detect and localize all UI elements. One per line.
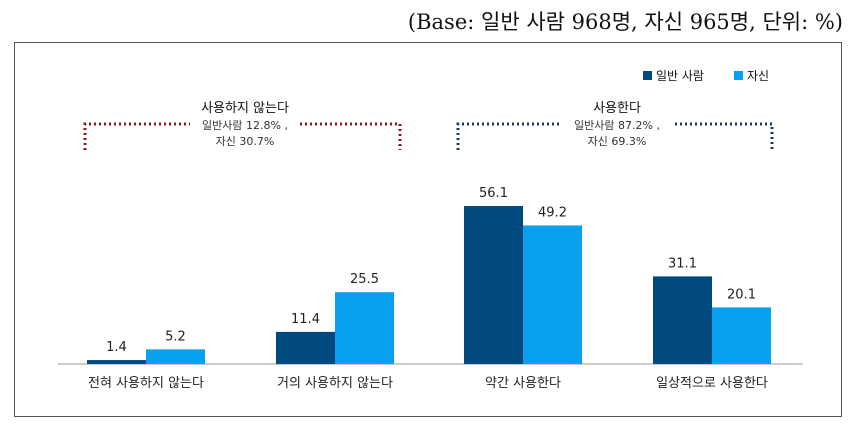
bracket-use xyxy=(456,122,774,150)
value-label-general-3: 31.1 xyxy=(668,256,697,271)
value-label-self-2: 49.2 xyxy=(538,205,567,220)
annotation-use-title: 사용한다 xyxy=(593,101,641,116)
value-label-general-0: 1.4 xyxy=(106,340,127,355)
category-label-3: 일상적으로 사용한다 xyxy=(656,376,768,391)
value-label-self-0: 5.2 xyxy=(165,329,186,344)
bracket-no-use xyxy=(83,122,402,150)
annotation-no-use-line1: 일반사람 12.8% , xyxy=(202,118,288,132)
category-label-1: 거의 사용하지 않는다 xyxy=(277,376,393,391)
annotation-no-use: 사용하지 않는다 일반사람 12.8% , 자신 30.7% xyxy=(83,101,402,150)
annotation-no-use-title: 사용하지 않는다 xyxy=(201,101,289,116)
value-labels-group: 1.4 5.2 11.4 25.5 56.1 49.2 31.1 20.1 xyxy=(106,186,756,355)
bar-self-0 xyxy=(146,349,205,364)
bar-general-0 xyxy=(87,360,146,364)
annotation-use: 사용한다 일반사람 87.2% , 자신 69.3% xyxy=(456,101,774,150)
value-label-self-1: 25.5 xyxy=(350,272,379,287)
annotation-use-line1: 일반사람 87.2% , xyxy=(574,118,660,132)
bar-general-2 xyxy=(464,206,523,364)
legend-label-self: 자신 xyxy=(747,69,769,83)
legend-swatch-general xyxy=(643,71,652,80)
legend: 일반 사람 자신 xyxy=(643,69,769,83)
annotation-use-line2: 자신 69.3% xyxy=(588,135,647,148)
annotation-no-use-line2: 자신 30.7% xyxy=(216,135,275,148)
bar-general-1 xyxy=(276,331,335,364)
category-label-0: 전혀 사용하지 않는다 xyxy=(88,376,204,391)
bar-self-2 xyxy=(523,225,582,364)
legend-label-general: 일반 사람 xyxy=(656,69,704,83)
base-note: (Base: 일반 사람 968명, 자신 965명, 단위: %) xyxy=(407,10,843,34)
bars-group xyxy=(87,206,771,364)
category-labels-group: 전혀 사용하지 않는다 거의 사용하지 않는다 약간 사용한다 일상적으로 사용한다 xyxy=(88,376,768,391)
category-label-2: 약간 사용한다 xyxy=(485,376,561,391)
value-label-general-1: 11.4 xyxy=(291,312,320,327)
legend-swatch-self xyxy=(734,71,743,80)
value-label-general-2: 56.1 xyxy=(479,186,508,201)
bar-self-3 xyxy=(712,307,771,364)
bar-self-1 xyxy=(335,292,394,364)
chart-frame xyxy=(14,42,842,417)
bar-general-3 xyxy=(653,276,712,364)
value-label-self-3: 20.1 xyxy=(727,287,756,302)
